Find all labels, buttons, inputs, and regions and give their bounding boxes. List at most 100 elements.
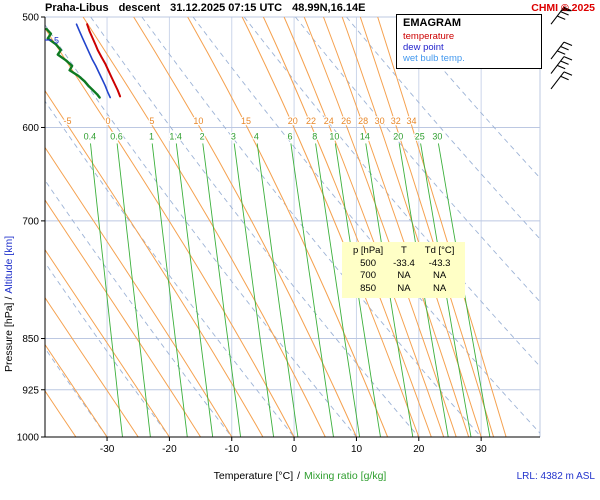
dry-adiabat-line	[45, 347, 108, 437]
axis-label-separator: /	[297, 470, 301, 482]
mixing-ratio-labels: 0.4 0.6 1 1.4 2 3 4 6 8 10 14 20 25 30	[82, 130, 443, 143]
wind-barb	[550, 6, 572, 25]
temperature-tick-label: 0	[291, 444, 297, 455]
series-temperature	[86, 23, 122, 98]
moist-adiabat-label: 30	[375, 116, 385, 126]
dry-adiabat-line	[346, 17, 540, 240]
mixing-ratio-label: 25	[415, 132, 425, 142]
temperature-axis-label: Temperature [°C]	[213, 470, 294, 482]
legend-box: EMAGRAM temperature dew point wet bulb t…	[396, 14, 542, 69]
title-bar: Praha-Libus descent 31.12.2025 07:15 UTC 48…	[45, 2, 375, 14]
mixing-ratio-line	[116, 143, 151, 437]
dry-adiabat-line	[397, 17, 540, 179]
moist-adiabat-label: 5	[149, 116, 154, 126]
dry-adiabats	[45, 17, 540, 437]
altitude-tick: 5	[45, 36, 59, 46]
table-row: 850 NA NA	[348, 283, 459, 296]
mixing-ratio-label: 1	[149, 132, 154, 142]
mixing-ratio-label: 10	[329, 132, 339, 142]
table-cell: 850	[360, 282, 376, 294]
mixing-ratio-line	[290, 143, 334, 437]
temperature-tick-label: 30	[476, 444, 488, 455]
table-header-dewpoint: Td [°C]	[424, 245, 455, 256]
temperature-tick-label: -10	[225, 444, 240, 455]
series-wet-bulb	[75, 23, 111, 99]
pressure-tick-label: 500	[22, 13, 39, 24]
mixing-ratio-label: 20	[393, 132, 403, 142]
mixing-ratio-label: 14	[360, 132, 370, 142]
pressure-tick-label: 700	[22, 216, 39, 227]
mixing-ratio-label: 8	[312, 132, 317, 142]
legend-item-temperature: temperature	[403, 31, 455, 42]
moist-adiabat-line	[45, 27, 295, 437]
altitude-axis-label: Altitude [km]	[3, 235, 15, 294]
moist-adiabat-labels: -5 0 5 10 15 20 22 24 26 28 30 32 34	[62, 115, 418, 128]
dry-adiabat-line	[45, 24, 357, 437]
moist-adiabat-line	[283, 17, 445, 437]
mixing-ratio-label: 30	[432, 132, 442, 142]
table-row: 700 NA NA	[348, 270, 459, 283]
moist-adiabat-line	[45, 89, 264, 437]
mixing-ratio-axis-label: Mixing ratio [g/kg]	[304, 470, 387, 482]
table-cell: -43.3	[428, 257, 451, 269]
dry-adiabat-line	[192, 17, 540, 434]
mixing-ratio-label: 0.4	[84, 132, 97, 142]
table-cell: NA	[433, 270, 447, 281]
pressure-tick-label: 600	[22, 123, 39, 134]
moist-adiabat-line	[45, 248, 170, 437]
dry-adiabat-line	[295, 17, 540, 303]
mixing-ratio-label: 4	[254, 132, 259, 142]
mixing-ratio-line	[437, 143, 491, 437]
mixing-ratio-line	[365, 143, 414, 437]
moist-adiabat-line	[241, 17, 420, 437]
moist-adiabat-label: 28	[358, 116, 368, 126]
legend-item-dew-point: dew point	[403, 42, 444, 53]
table-cell: -33.4	[393, 257, 415, 269]
table-header-row: p [hPa] T Td [°C]	[348, 245, 459, 258]
dry-adiabat-line	[90, 17, 420, 437]
dry-adiabat-line	[45, 100, 295, 437]
moist-adiabat-line	[359, 17, 495, 437]
mixing-ratio-label: 2	[200, 132, 205, 142]
moist-adiabat-line	[45, 343, 108, 437]
moist-adiabat-label: 0	[105, 116, 110, 126]
mixing-ratio-line	[398, 143, 449, 437]
dry-adiabat-line	[243, 17, 540, 368]
gridlines	[45, 16, 541, 438]
moist-adiabat-line	[303, 17, 457, 437]
mixing-ratio-line	[256, 143, 299, 437]
wind-barb	[550, 56, 573, 74]
pressure-tick-label: 1000	[17, 433, 40, 444]
mixing-ratio-line	[151, 143, 188, 437]
data-table: p [hPa] T Td [°C] 500 -33.4 -43.3 700 NA…	[342, 242, 466, 298]
mixing-ratio-line	[315, 143, 361, 437]
moist-adiabat-label: 20	[288, 116, 298, 126]
copyright-label: CHMI © 2025	[531, 2, 595, 14]
moist-adiabat-label: -5	[63, 116, 71, 126]
table-row: 500 -33.4 -43.3	[348, 258, 459, 271]
table-cell: 500	[360, 257, 376, 269]
mixing-ratio-line	[202, 143, 242, 437]
mixing-ratio-line	[233, 143, 275, 437]
temperature-tick-label: 20	[413, 444, 425, 455]
table-header-pressure: p [hPa]	[353, 245, 384, 256]
x-axis-label: Temperature [°C] / Mixing ratio [g/kg]	[130, 470, 470, 482]
mixing-ratio-label: 1.4	[169, 132, 182, 142]
axis-frame	[41, 16, 540, 441]
station-coordinates: 48.99N,16.14E	[292, 2, 366, 14]
y-axis-label: Pressure [hPa] / Altitude [km]	[3, 236, 15, 372]
moist-adiabat-line	[262, 17, 432, 437]
table-header-temp: T	[401, 245, 407, 256]
moist-adiabat-label: 24	[324, 116, 334, 126]
moist-adiabat-label: 26	[341, 116, 351, 126]
mixing-ratio-line	[420, 143, 472, 437]
altitude-tick-label: 5	[54, 36, 59, 46]
moist-adiabat-label: 15	[241, 116, 251, 126]
axis-label-separator: /	[3, 296, 15, 300]
legend-item-wet-bulb: wet bulb temp.	[403, 53, 465, 64]
wind-barbs	[550, 6, 573, 90]
pressure-tick-label: 925	[22, 385, 39, 396]
